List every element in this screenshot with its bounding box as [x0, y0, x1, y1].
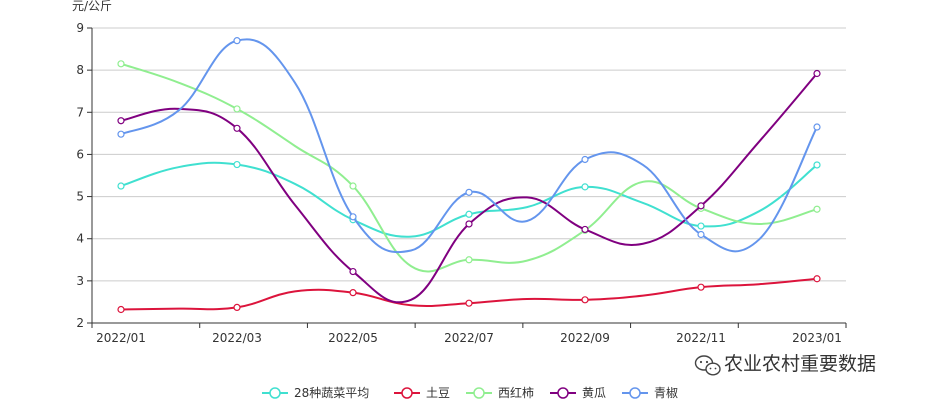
legend-item[interactable]: 黄瓜	[550, 386, 606, 400]
data-point[interactable]	[465, 256, 473, 264]
gridlines	[92, 27, 846, 282]
watermark: 农业农村重要数据	[694, 353, 876, 376]
series-line	[120, 72, 818, 304]
axes	[91, 28, 846, 324]
x-tick-label: 2022/03	[212, 331, 262, 345]
data-point[interactable]	[813, 123, 821, 131]
data-point[interactable]	[233, 160, 241, 169]
series-line	[120, 38, 818, 254]
x-tick-label: 2022/01	[96, 331, 146, 345]
legend-label: 青椒	[654, 386, 678, 400]
data-point[interactable]	[465, 188, 473, 196]
data-point[interactable]	[117, 305, 125, 314]
data-point[interactable]	[813, 205, 821, 213]
y-tick-label: 6	[76, 147, 84, 161]
wechat-icon	[694, 355, 721, 376]
data-point[interactable]	[813, 161, 821, 169]
x-tick-label: 2022/05	[328, 331, 378, 345]
y-tick-label: 4	[76, 232, 84, 246]
data-point[interactable]	[697, 202, 705, 210]
legend-swatch-marker	[269, 387, 281, 399]
legend[interactable]: 28种蔬菜平均 土豆 西红柿 黄瓜 青椒	[262, 385, 678, 400]
legend-label: 28种蔬菜平均	[294, 386, 369, 400]
legend-item[interactable]: 青椒	[622, 386, 678, 400]
x-tick-label: 2022/07	[444, 331, 494, 345]
series-黄瓜	[117, 69, 821, 304]
data-point[interactable]	[233, 124, 241, 132]
data-point[interactable]	[233, 105, 241, 113]
data-point[interactable]	[117, 60, 125, 68]
series-青椒	[117, 37, 821, 254]
legend-swatch-marker	[557, 387, 569, 399]
data-point[interactable]	[349, 289, 357, 297]
legend-item[interactable]: 28种蔬菜平均	[262, 386, 369, 400]
data-point[interactable]	[117, 182, 125, 190]
x-tick-labels: 2022/01 2022/03 2022/05 2022/07 2022/09 2022/…	[91, 323, 847, 345]
data-point[interactable]	[349, 267, 357, 276]
data-point[interactable]	[465, 220, 473, 228]
data-point[interactable]	[117, 117, 125, 125]
data-point[interactable]	[581, 183, 589, 191]
legend-swatch-marker	[473, 387, 485, 399]
legend-swatch-marker	[629, 387, 641, 399]
y-tick-label: 2	[76, 316, 84, 330]
x-tick-label: 2022/09	[560, 331, 610, 345]
series-西红柿	[117, 60, 821, 273]
data-point[interactable]	[233, 303, 241, 312]
data-point[interactable]	[349, 213, 357, 221]
y-tick-label: 7	[76, 105, 84, 119]
series-28种蔬菜平均	[117, 160, 821, 238]
legend-swatch-marker	[401, 387, 413, 399]
legend-label: 黄瓜	[582, 386, 606, 400]
y-tick-label: 5	[76, 190, 84, 204]
x-tick-label: 2022/11	[676, 331, 726, 345]
legend-label: 土豆	[426, 386, 450, 400]
data-point[interactable]	[813, 69, 821, 78]
legend-item[interactable]: 西红柿	[466, 385, 534, 400]
y-tick-label: 9	[76, 21, 84, 35]
legend-item[interactable]: 土豆	[394, 386, 450, 400]
data-point[interactable]	[581, 225, 589, 234]
data-point[interactable]	[581, 296, 589, 304]
data-point[interactable]	[813, 275, 821, 283]
series-lines	[117, 37, 821, 314]
watermark-text: 农业农村重要数据	[724, 353, 876, 375]
series-line	[120, 62, 818, 273]
data-point[interactable]	[465, 210, 473, 218]
y-tick-label: 8	[76, 63, 84, 77]
data-point[interactable]	[233, 37, 241, 45]
y-tick-labels: 2 3 4 5 6 7 8 9	[76, 21, 92, 330]
legend-label: 西红柿	[498, 385, 534, 400]
data-point[interactable]	[581, 155, 589, 164]
data-point[interactable]	[349, 182, 357, 190]
x-tick-label: 2023/01	[792, 331, 842, 345]
data-point[interactable]	[465, 299, 473, 307]
y-tick-label: 3	[76, 274, 84, 288]
data-point[interactable]	[697, 222, 705, 230]
data-point[interactable]	[117, 130, 125, 138]
data-point[interactable]	[697, 230, 705, 239]
data-point[interactable]	[697, 283, 705, 291]
series-土豆	[117, 275, 821, 314]
y-axis-unit-label: 元/公斤	[72, 0, 112, 13]
